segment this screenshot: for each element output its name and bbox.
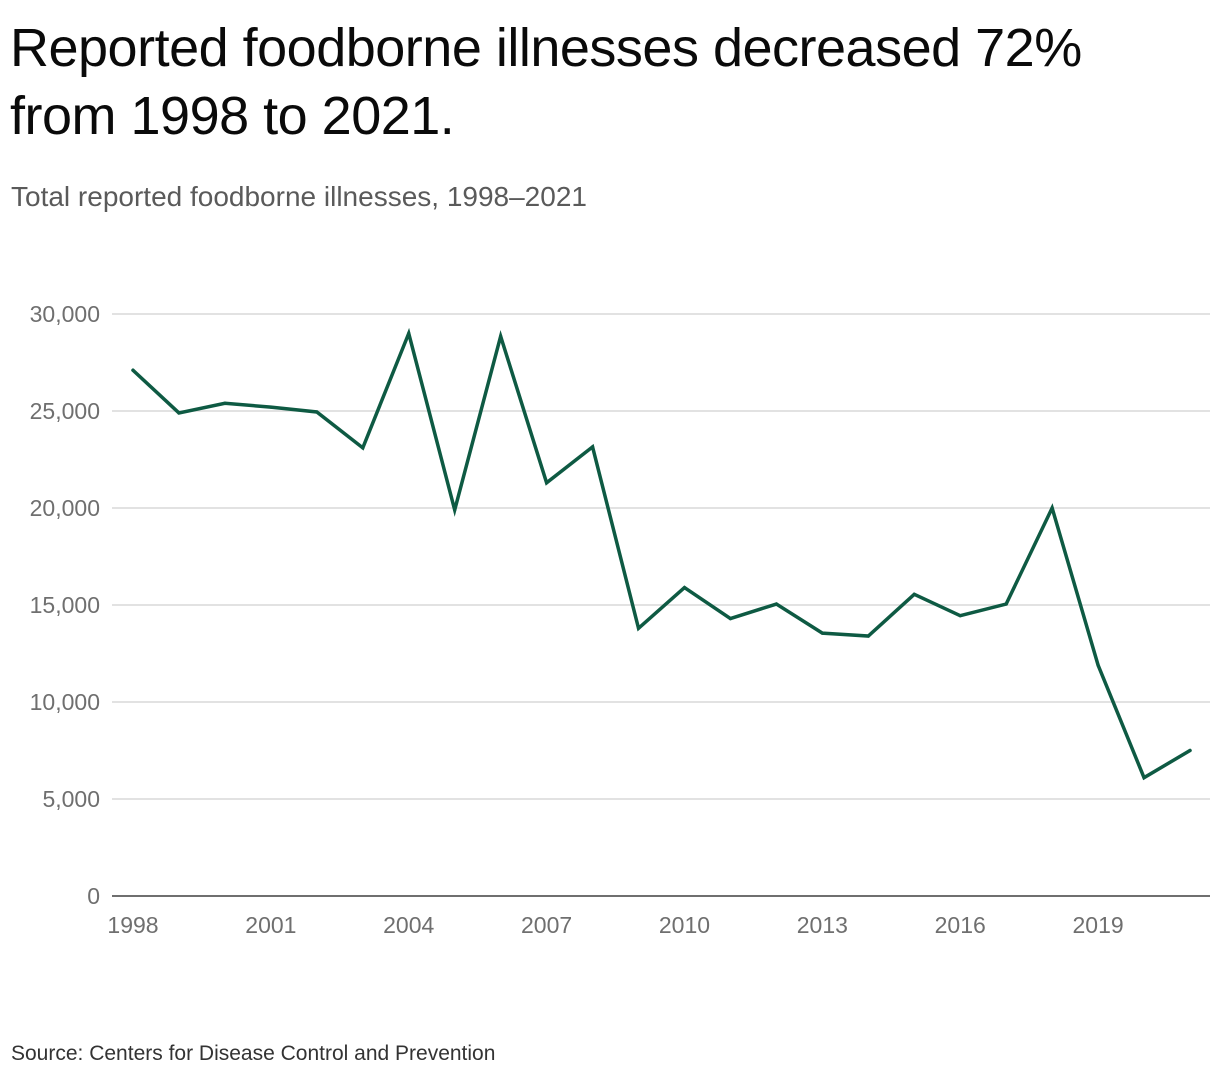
data-point [590, 445, 595, 449]
x-tick-label: 2004 [383, 912, 434, 938]
data-point [728, 616, 733, 621]
x-tick-label: 2019 [1073, 912, 1124, 938]
data-point [453, 508, 457, 512]
y-tick-label: 10,000 [30, 689, 100, 715]
data-point [1004, 602, 1008, 606]
x-tick-label: 2010 [659, 912, 710, 938]
source-note: Source: Centers for Disease Control and … [11, 1042, 496, 1065]
x-axis-labels: 1998 2001 2004 2007 2010 2013 2016 2019 [107, 912, 1123, 938]
data-point [866, 634, 870, 638]
line-chart: 0 5,000 10,000 15,000 20,000 25,000 30,000 199… [30, 301, 1210, 938]
y-tick-label: 20,000 [30, 495, 100, 521]
data-point [269, 405, 273, 409]
data-point [177, 411, 181, 415]
data-point [1050, 506, 1054, 510]
series-layer [131, 327, 1192, 781]
x-tick-label: 2016 [935, 912, 986, 938]
x-tick-label: 1998 [107, 912, 158, 938]
data-point [958, 614, 962, 618]
data-point [912, 592, 916, 596]
data-point [774, 602, 778, 606]
data-point [1096, 663, 1100, 667]
data-point [1188, 748, 1192, 753]
data-point [361, 446, 365, 450]
gridlines [112, 313, 1210, 897]
series-line [131, 327, 1192, 781]
data-point [820, 631, 824, 635]
y-tick-label: 25,000 [30, 398, 100, 424]
data-point [499, 334, 503, 338]
data-point [1142, 776, 1146, 780]
data-point [223, 401, 227, 405]
data-point [545, 481, 549, 485]
y-tick-label: 30,000 [30, 301, 100, 327]
x-tick-label: 2001 [245, 912, 296, 938]
y-axis-labels: 0 5,000 10,000 15,000 20,000 25,000 30,000 [30, 301, 100, 909]
data-point [315, 410, 319, 414]
y-tick-label: 0 [87, 883, 100, 909]
data-point [636, 626, 641, 630]
x-tick-label: 2007 [521, 912, 572, 938]
chart-subtitle: Total reported foodborne illnesses, 1998… [11, 181, 587, 212]
data-point [682, 585, 687, 590]
x-tick-label: 2013 [797, 912, 848, 938]
data-point [131, 368, 135, 372]
chart-title: Reported foodborne illnesses decreased 7… [10, 18, 1082, 146]
y-tick-label: 15,000 [30, 592, 100, 618]
data-point [407, 331, 411, 335]
y-tick-label: 5,000 [42, 786, 100, 812]
